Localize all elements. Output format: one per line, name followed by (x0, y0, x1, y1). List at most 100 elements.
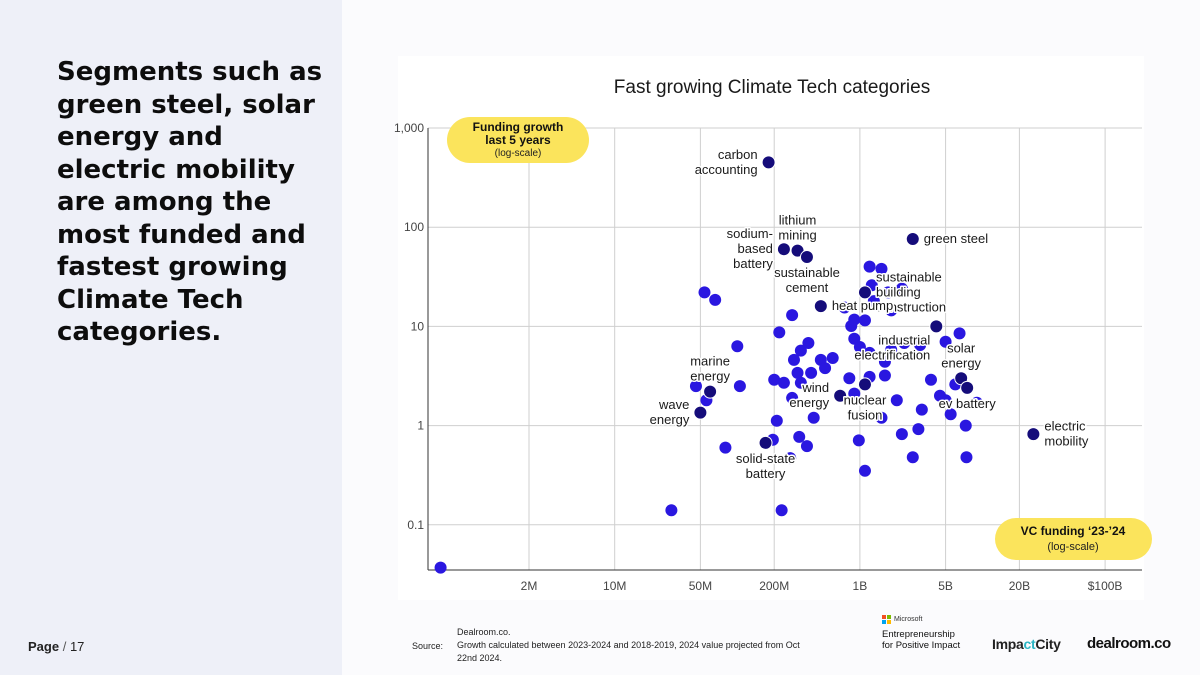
left-panel (0, 0, 342, 675)
data-point (944, 408, 957, 421)
y-axis-badge (447, 117, 589, 163)
data-point (787, 353, 800, 366)
page-number: Page / 17 (28, 639, 84, 654)
data-point (912, 423, 925, 436)
data-point (970, 396, 983, 409)
point-label: heat pump (832, 298, 893, 313)
labeled-point (761, 155, 776, 170)
data-point (786, 309, 799, 322)
data-point (885, 343, 898, 356)
data-point (843, 372, 856, 385)
labeled-point (693, 405, 708, 420)
page-label: Page (28, 639, 60, 654)
data-point (858, 464, 871, 477)
dealroom-logo: dealroom.co (1087, 635, 1171, 652)
point-label: industrial electrification (854, 332, 930, 362)
source-label: Source: (412, 641, 444, 651)
data-point (709, 293, 722, 306)
data-point (665, 504, 678, 517)
labeled-point (703, 384, 718, 399)
data-point (890, 394, 903, 407)
data-point (960, 451, 973, 464)
point-label: solid-state battery (736, 451, 795, 481)
data-point (898, 337, 911, 350)
data-point (698, 286, 711, 299)
data-point (770, 414, 783, 427)
data-point (731, 340, 744, 353)
data-point (878, 369, 891, 382)
labeled-point (1026, 427, 1041, 442)
labeled-point (857, 377, 872, 392)
data-point (791, 366, 804, 379)
y-tick-label: 1 (417, 419, 424, 433)
data-point (875, 411, 888, 424)
data-point (858, 314, 871, 327)
data-point (867, 295, 880, 308)
point-label: wind energy (789, 380, 829, 410)
point-label: sustainable building construction (876, 269, 946, 314)
labeled-point (833, 388, 848, 403)
data-point (853, 340, 866, 353)
x-axis-subtitle: (log-scale) (1047, 541, 1098, 553)
data-point (848, 387, 861, 400)
point-label: carbon accounting (695, 147, 758, 177)
data-point (805, 366, 818, 379)
y-tick-label: 10 (411, 319, 425, 333)
data-point (733, 380, 746, 393)
data-point (800, 440, 813, 453)
labeled-point (776, 242, 791, 257)
labeled-point (799, 250, 814, 265)
data-point (863, 260, 876, 273)
data-point (878, 355, 891, 368)
x-axis-title: VC funding ‘23-’24 (1021, 524, 1126, 538)
labeled-point (905, 232, 920, 247)
y-tick-label: 100 (404, 220, 424, 234)
data-point (794, 344, 807, 357)
y-axis-title-cont: last 5 years (485, 133, 551, 147)
data-point (895, 428, 908, 441)
data-point (719, 441, 732, 454)
x-tick-label: 20B (1009, 579, 1030, 593)
y-axis-title: Funding growth (473, 120, 564, 134)
microsoft-logo: Microsoft Entrepreneurship for Positive I… (882, 615, 961, 651)
data-point (689, 380, 702, 393)
data-point (914, 338, 927, 351)
data-point (885, 304, 898, 317)
y-tick-label: 0.1 (407, 518, 424, 532)
source-text: Dealroom.co. Growth calculated between 20… (457, 627, 800, 663)
data-point (906, 451, 919, 464)
data-point (959, 419, 972, 432)
data-point (807, 411, 820, 424)
data-point (793, 430, 806, 443)
x-tick-label: 10M (603, 579, 626, 593)
labeled-point (929, 319, 944, 334)
point-label: lithium mining (778, 213, 816, 243)
microsoft-squares-icon (882, 615, 891, 624)
impactcity-logo: ImpactCity (992, 636, 1061, 652)
point-label: sodium-based battery (727, 226, 774, 271)
chart-title: Fast growing Climate Tech categories (613, 77, 931, 98)
data-point (777, 376, 790, 389)
x-tick-label: 2M (521, 579, 538, 593)
point-label: ev battery (939, 396, 997, 411)
data-point (775, 504, 788, 517)
x-tick-label: 1B (853, 579, 868, 593)
point-label: wave energy (650, 397, 690, 427)
x-tick-label: 50M (689, 579, 712, 593)
x-tick-label: 5B (938, 579, 953, 593)
data-point (802, 337, 815, 350)
point-label: sustainable cement (774, 265, 840, 295)
data-point (434, 561, 447, 574)
point-label: green steel (924, 231, 988, 246)
data-point (852, 434, 865, 447)
data-point (826, 352, 839, 365)
labeled-point (857, 285, 872, 300)
x-tick-label: 200M (759, 579, 789, 593)
point-label: marine energy (690, 354, 730, 384)
data-point (875, 262, 888, 275)
labeled-point (960, 380, 975, 395)
data-point (953, 327, 966, 340)
data-point (794, 376, 807, 389)
data-point (784, 452, 797, 465)
